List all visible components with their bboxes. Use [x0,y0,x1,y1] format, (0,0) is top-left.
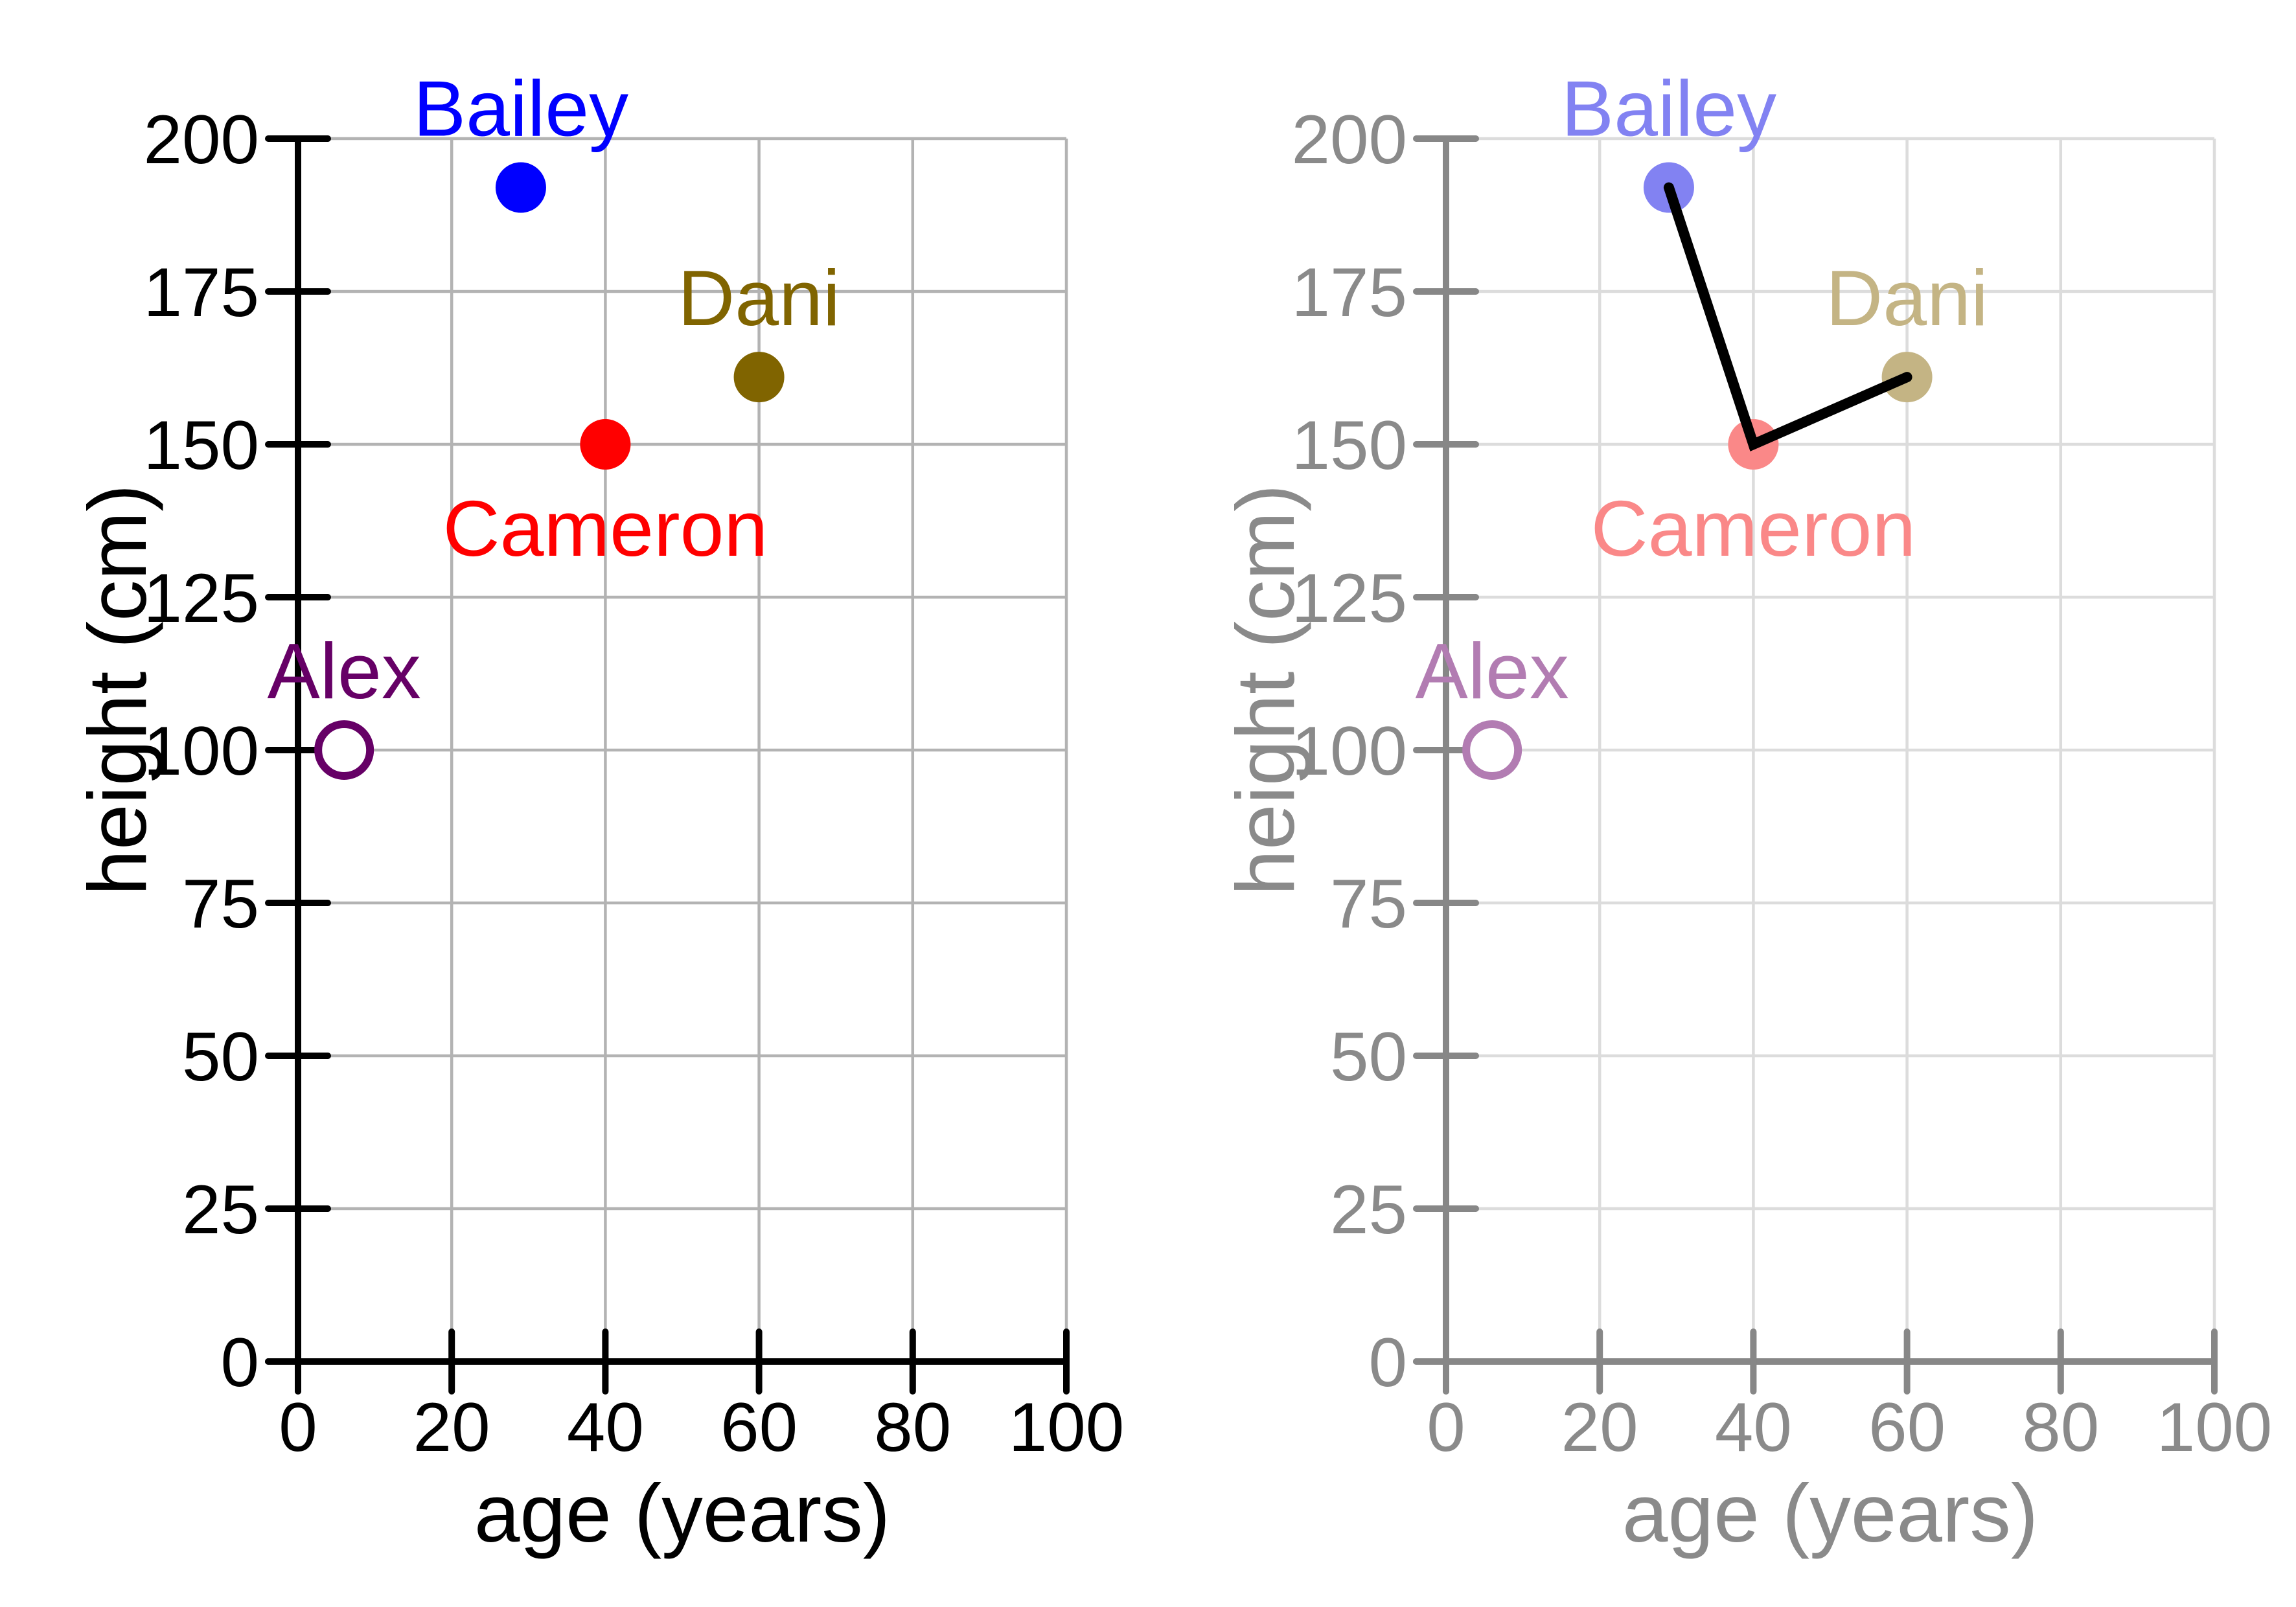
y-tick-label: 175 [1291,253,1407,331]
y-tick-label: 50 [1330,1018,1407,1095]
x-tick-label: 0 [1427,1388,1465,1466]
y-tick-label: 125 [143,559,259,637]
x-tick-label: 60 [720,1388,798,1466]
point-label-bailey: Bailey [1561,65,1776,153]
x-tick-label: 20 [413,1388,490,1466]
x-tick-label: 20 [1561,1388,1638,1466]
point-label-cameron: Cameron [1591,484,1916,573]
y-tick-label: 175 [143,253,259,331]
y-tick-label: 150 [143,406,259,484]
y-tick-label: 0 [1368,1323,1407,1401]
y-axis-label: height (cm) [1219,484,1311,895]
x-tick-label: 40 [1715,1388,1792,1466]
x-tick-label: 100 [2157,1388,2273,1466]
chart-panel-right: 0 20 40 60 80 100 0 25 50 75 100 125 150 175 200 age (y… [1219,65,2273,1559]
point-label-cameron: Cameron [443,484,768,573]
y-tick-label: 75 [1330,865,1407,942]
point-cameron [580,419,631,470]
point-label-dani: Dani [678,254,840,342]
x-tick-label: 80 [2022,1388,2099,1466]
x-tick-label: 0 [279,1388,317,1466]
y-tick-label: 100 [143,712,259,790]
y-tick-label: 0 [220,1323,259,1401]
point-label-bailey: Bailey [413,65,628,153]
y-tick-label: 50 [182,1018,259,1095]
y-axis-label: height (cm) [71,484,163,895]
connector-line [1663,182,1912,451]
y-tick-label: 25 [1330,1170,1407,1248]
x-axis-label: age (years) [1622,1467,2038,1559]
x-axis-label: age (years) [474,1467,890,1559]
y-tick-label: 100 [1291,712,1407,790]
chart-panel-left: 0 20 40 60 80 100 0 25 50 75 100 125 150 175 200 age (y… [71,65,1125,1559]
point-label-alex: Alex [1415,627,1568,715]
x-tick-label: 40 [567,1388,644,1466]
point-bailey [495,162,546,213]
point-label-alex: Alex [267,627,420,715]
x-tick-label: 80 [874,1388,951,1466]
point-alex [1462,720,1522,780]
y-tick-label: 200 [143,100,259,178]
point-label-dani: Dani [1826,254,1988,342]
x-tick-label: 60 [1868,1388,1946,1466]
y-tick-label: 200 [1291,100,1407,178]
y-tick-label: 25 [182,1170,259,1248]
point-dani [733,352,785,403]
x-tick-label: 100 [1009,1388,1125,1466]
y-tick-label: 150 [1291,406,1407,484]
y-tick-label: 125 [1291,559,1407,637]
point-alex [314,720,374,780]
y-tick-label: 75 [182,865,259,942]
